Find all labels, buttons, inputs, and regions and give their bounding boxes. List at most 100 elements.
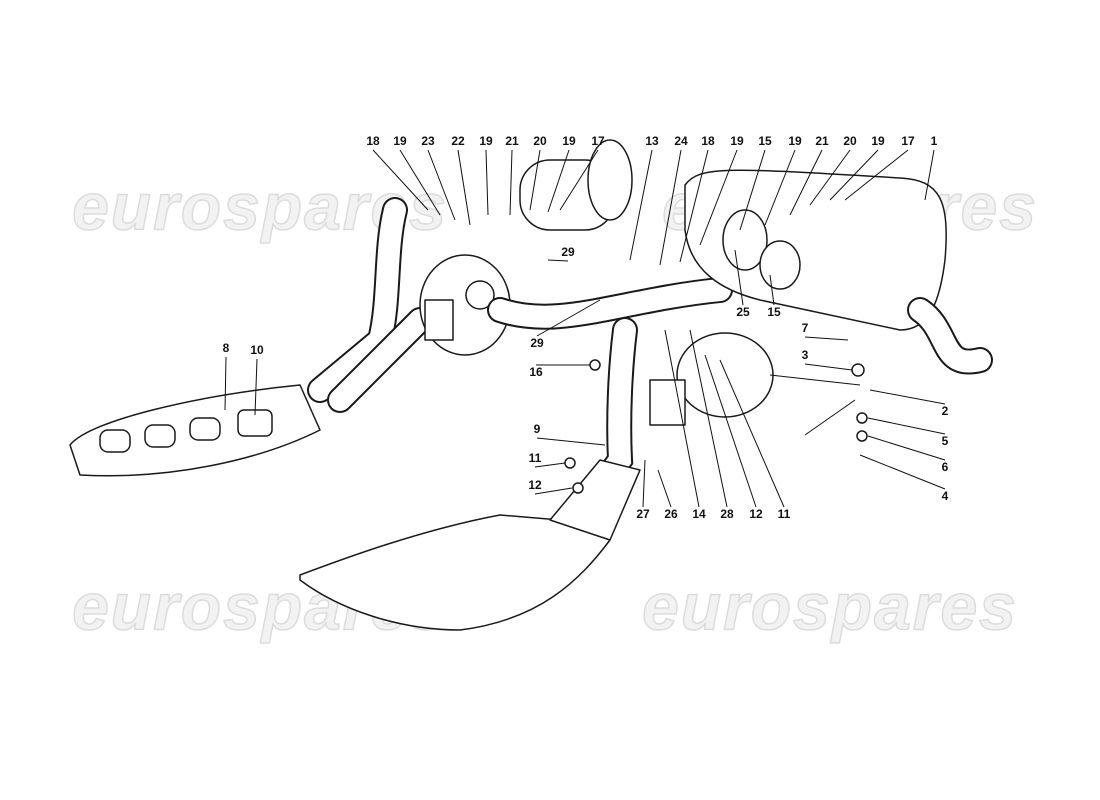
leader-line (924, 149, 935, 201)
leader-line (536, 299, 601, 337)
leader-line (804, 336, 849, 341)
leader-line (534, 462, 566, 468)
leader-line (547, 259, 569, 262)
leader-line (457, 149, 471, 226)
leader-line (536, 437, 606, 446)
leader-line (699, 149, 738, 246)
front-manifold (299, 514, 611, 631)
collector (549, 459, 641, 541)
callout-label: 22 (451, 134, 465, 148)
pipe (489, 279, 731, 328)
callout-label: 21 (505, 134, 519, 148)
callout-label: 24 (674, 134, 688, 148)
port (99, 429, 131, 453)
bolt (589, 359, 601, 371)
pipe (579, 319, 636, 511)
nut (572, 482, 584, 494)
leader-line (509, 149, 513, 216)
leader-line (867, 435, 946, 461)
leader-line (739, 149, 766, 231)
leader-line (529, 149, 541, 211)
leader-line (734, 249, 744, 306)
callout-label: 3 (802, 348, 809, 362)
callout-label: 20 (533, 134, 547, 148)
callout-label: 23 (421, 134, 435, 148)
turbo (676, 332, 774, 418)
port (144, 424, 176, 448)
leader-line (804, 363, 853, 371)
tailpipe (909, 299, 991, 373)
leader-line (664, 329, 700, 508)
callout-label: 16 (529, 365, 543, 379)
pipe (309, 199, 406, 401)
leader-line (224, 356, 227, 411)
leader-line (844, 149, 909, 201)
leader-line (657, 469, 672, 508)
callout-label: 19 (479, 134, 493, 148)
leader-line (372, 149, 429, 211)
callout-label: 19 (871, 134, 885, 148)
callout-label: 5 (942, 434, 949, 448)
leader-line (559, 149, 599, 211)
callout-label: 17 (901, 134, 915, 148)
turbo-port (465, 280, 495, 310)
callout-label: 11 (778, 507, 791, 521)
leader-line (399, 149, 441, 216)
callout-label: 15 (767, 305, 781, 319)
mount (851, 363, 865, 377)
callout-label: 19 (730, 134, 744, 148)
callout-label: 13 (645, 134, 659, 148)
ring (722, 209, 768, 271)
callout-label: 11 (529, 451, 542, 465)
callout-label: 4 (942, 489, 949, 503)
callout-label: 12 (749, 507, 763, 521)
nut (564, 457, 576, 469)
callout-label: 12 (528, 478, 542, 492)
callouts: 18 19 23 22 19 21 20 19 17 13 24 18 19 15 19 21 20 19 17 12… (223, 134, 949, 521)
callout-label: 28 (720, 507, 734, 521)
callout-label: 18 (366, 134, 380, 148)
callout-label: 18 (701, 134, 715, 148)
leader-line (789, 149, 823, 216)
flange (649, 379, 686, 426)
watermark: eurospares (642, 569, 1018, 643)
callout-label: 2 (942, 404, 949, 418)
leader-line (769, 274, 775, 306)
callout-label: 17 (591, 134, 605, 148)
rod (804, 399, 856, 436)
pipe (329, 309, 431, 411)
port (189, 417, 221, 441)
callout-label: 19 (562, 134, 576, 148)
callout-label: 26 (664, 507, 678, 521)
leader-line (629, 149, 653, 261)
callout-label: 29 (561, 245, 575, 259)
washer (856, 412, 868, 424)
callout-label: 29 (530, 336, 544, 350)
leader-line (704, 354, 757, 508)
callout-label: 27 (636, 507, 650, 521)
rod (769, 374, 861, 386)
wastegate-cap (587, 139, 633, 221)
leader-line (427, 149, 456, 221)
washer (856, 430, 868, 442)
callout-label: 7 (802, 321, 809, 335)
leader-line (679, 149, 709, 263)
callout-label: 6 (942, 460, 949, 474)
ring (759, 240, 801, 290)
callout-label: 1 (931, 134, 938, 148)
callout-label: 15 (758, 134, 772, 148)
leader-line (534, 487, 573, 495)
callout-label: 25 (736, 305, 750, 319)
leader-line (547, 149, 570, 213)
callout-label: 19 (788, 134, 802, 148)
leader-line (719, 359, 785, 508)
callout-label: 10 (250, 343, 264, 357)
leader-line (809, 149, 851, 206)
leader-line (485, 149, 489, 216)
leader-line (764, 149, 796, 226)
leader-line (829, 149, 879, 201)
leader-line (867, 417, 946, 435)
callout-label: 8 (223, 341, 230, 355)
callout-label: 19 (393, 134, 407, 148)
